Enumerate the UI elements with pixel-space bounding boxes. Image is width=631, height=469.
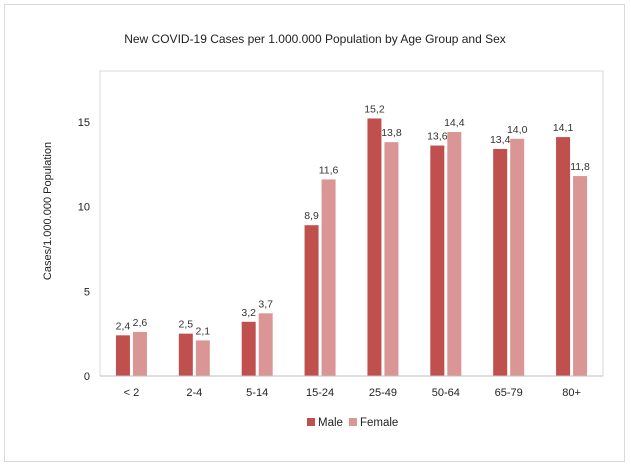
data-label-female-5: 14,4	[444, 117, 465, 129]
x-axis-ticks: < 2 2-4 5-14 15-24 25-49 50-64 65-79 80+	[124, 387, 581, 399]
bar-male-3	[304, 225, 319, 376]
bar-male-0	[115, 335, 130, 376]
bar-female-6	[510, 138, 525, 376]
x-tick-label: 25-49	[369, 387, 397, 399]
data-labels-group: 2,4 2,6 2,52,1 3,23,7 8,9 11,6 15,2 13,8 13,6 14,…	[116, 103, 590, 337]
x-tick-label: 5-14	[246, 387, 268, 399]
chart-svg: New COVID-19 Cases per 1.000.000 Populat…	[42, 32, 604, 429]
data-label-female-3: 11,6	[319, 164, 339, 176]
bar-female-2	[258, 313, 273, 376]
bar-male-1	[178, 333, 193, 376]
y-axis-ticks: 0 5 10 15	[78, 117, 90, 383]
legend-swatch-female	[348, 418, 357, 426]
bar-male-5	[430, 145, 445, 376]
legend-swatch-male	[307, 418, 315, 426]
data-label-female-7: 11,8	[570, 161, 590, 173]
bar-female-1	[195, 340, 210, 376]
data-label-male-1: 2,5	[179, 319, 194, 331]
x-tick-label: 80+	[562, 387, 581, 399]
legend: Male Female	[307, 417, 398, 429]
data-label-male-2: 3,2	[241, 307, 256, 319]
x-tick-label: 50-64	[432, 387, 460, 399]
y-tick-label: 10	[78, 202, 90, 214]
data-label-male-6: 13,4	[490, 134, 511, 146]
bar-male-2	[241, 321, 256, 376]
data-label-male-4: 15,2	[364, 103, 385, 115]
bar-male-7	[556, 137, 571, 376]
x-tick-label: 15-24	[306, 387, 334, 399]
x-tick-label: < 2	[124, 387, 140, 399]
y-tick-label: 5	[84, 286, 90, 298]
plot-area	[99, 70, 604, 377]
data-label-female-1: 2,1	[196, 325, 211, 337]
y-tick-label: 15	[78, 117, 90, 129]
data-label-male-7: 14,1	[553, 122, 574, 134]
x-tick-label: 2-4	[186, 387, 202, 399]
y-axis-label: Cases/1.000.000 Population	[42, 142, 54, 280]
bar-female-0	[132, 331, 147, 376]
data-label-male-5: 13,6	[427, 131, 448, 143]
data-label-male-3: 8,9	[304, 210, 319, 222]
bar-male-6	[493, 148, 508, 376]
x-tick-label: 65-79	[495, 387, 523, 399]
bar-female-5	[447, 132, 462, 376]
chart-frame: New COVID-19 Cases per 1.000.000 Populat…	[4, 4, 625, 462]
bar-female-4	[384, 142, 399, 376]
bar-female-3	[321, 179, 336, 376]
data-label-female-6: 14,0	[507, 124, 528, 136]
data-label-female-2: 3,7	[258, 298, 273, 310]
bars-group	[115, 118, 588, 376]
data-label-male-0: 2,4	[116, 320, 131, 332]
data-label-female-4: 13,8	[381, 127, 402, 139]
bar-male-4	[367, 118, 382, 376]
legend-label-male: Male	[318, 417, 343, 429]
chart-title: New COVID-19 Cases per 1.000.000 Populat…	[124, 32, 506, 46]
legend-label-female: Female	[360, 417, 398, 429]
y-tick-label: 0	[84, 371, 90, 383]
data-label-female-0: 2,6	[133, 317, 148, 329]
bar-female-7	[573, 176, 588, 376]
